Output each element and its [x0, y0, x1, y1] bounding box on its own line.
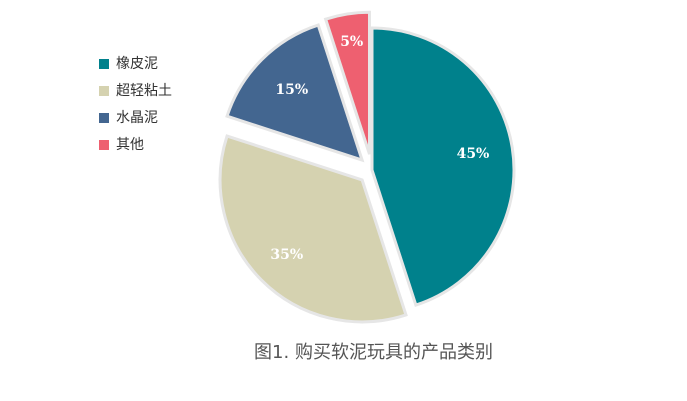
pie-slice-other — [323, 10, 371, 155]
legend-label-other: 其他 — [116, 137, 144, 153]
legend-label-ultralight-clay: 超轻粘土 — [116, 83, 172, 99]
legend-label-crystal-clay: 水晶泥 — [116, 110, 158, 126]
pie-slice-crystal-clay — [225, 23, 365, 163]
pie-slice-rubber-clay — [370, 26, 516, 307]
slice-label-other: 5% — [340, 34, 363, 50]
slice-label-crystal-clay: 15% — [275, 82, 308, 98]
slice-label-ultralight-clay: 35% — [270, 247, 303, 263]
legend-swatch-ultralight-clay — [99, 86, 109, 96]
pie-slice-ultralight-clay — [218, 134, 408, 324]
legend-swatch-other — [99, 140, 109, 150]
slice-label-rubber-clay: 45% — [457, 146, 490, 162]
chart-title: 图1. 购买软泥玩具的产品类别 — [254, 342, 493, 363]
legend-swatch-rubber-clay — [99, 59, 109, 69]
pie-slices — [218, 10, 516, 324]
legend-swatch-crystal-clay — [99, 113, 109, 123]
pie-slice-labels: 45% 35% 15% 5% — [270, 34, 489, 263]
legend-label-rubber-clay: 橡皮泥 — [116, 56, 158, 72]
